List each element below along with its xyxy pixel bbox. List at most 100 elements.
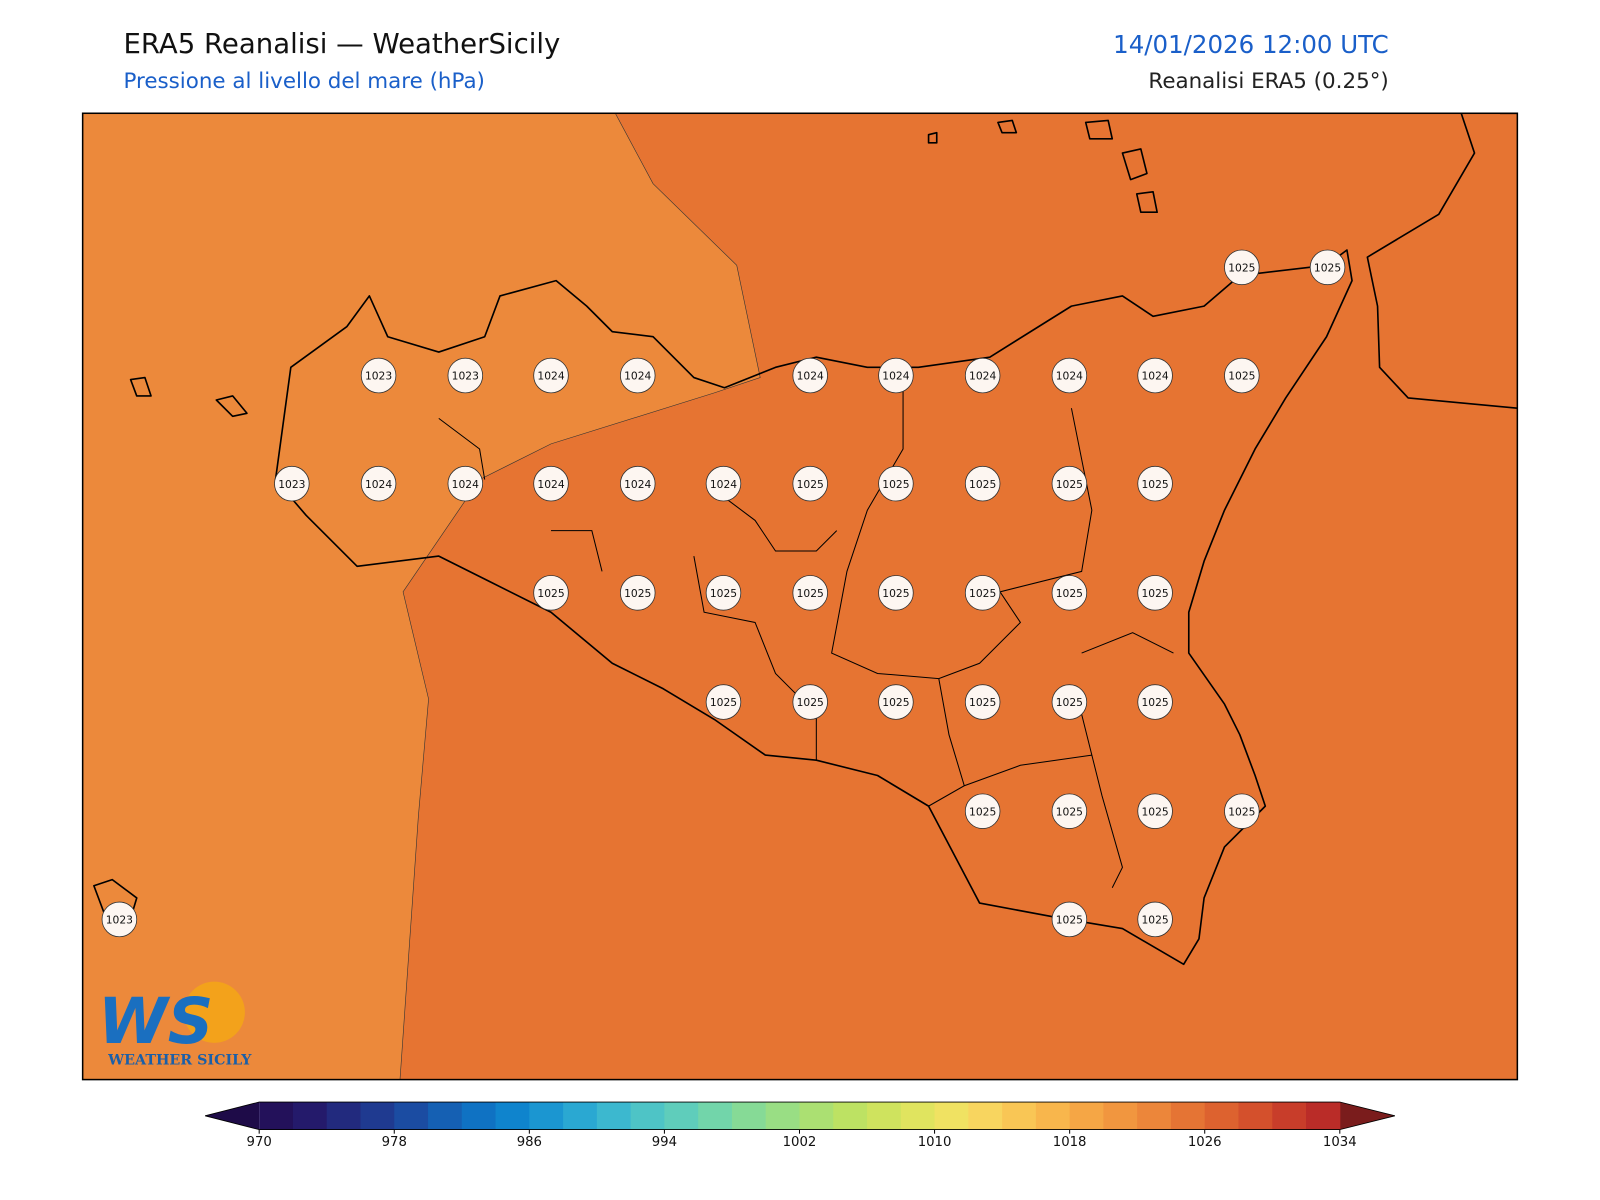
pressure-label: 1025: [705, 575, 742, 611]
label-marker: [1137, 575, 1173, 611]
label-marker: [447, 357, 484, 394]
label-value: 1024: [1056, 370, 1083, 383]
colorbar-bin: [867, 1102, 902, 1130]
label-value: 1025: [1141, 587, 1168, 600]
label-marker: [964, 357, 1001, 394]
label-value: 1024: [1141, 370, 1168, 383]
pressure-label: 1025: [1137, 684, 1173, 720]
label-value: 1025: [1228, 805, 1255, 818]
label-marker: [964, 684, 1001, 720]
colorbar-tick-label: 1010: [918, 1135, 952, 1150]
label-value: 1025: [710, 587, 737, 600]
pressure-label: 1024: [620, 357, 656, 394]
label-marker: [1224, 249, 1260, 286]
colorbar-tick-label: 970: [247, 1135, 272, 1150]
title: ERA5 Reanalisi — WeatherSicily: [123, 28, 560, 60]
label-value: 1024: [452, 478, 479, 491]
label-value: 1025: [1056, 478, 1083, 491]
pressure-label: 1025: [620, 575, 656, 611]
colorbar-over: [1339, 1102, 1395, 1130]
colorbar-bin: [934, 1102, 969, 1130]
label-value: 1025: [882, 478, 909, 491]
label-value: 1025: [1141, 913, 1168, 926]
pressure-label: 1025: [1051, 465, 1088, 502]
pressure-label: 1024: [533, 357, 569, 394]
pressure-label: 1025: [1051, 793, 1088, 829]
label-marker: [620, 465, 656, 502]
colorbar-bin: [394, 1102, 429, 1130]
colorbar-bin: [731, 1102, 767, 1130]
colorbar-bin: [1103, 1102, 1138, 1130]
pressure-label: 1023: [274, 465, 310, 502]
map: 1025 1025 1023 1023 1024 1024 1024 1024 1024 1024…: [82, 112, 1518, 1080]
label-marker: [792, 357, 828, 394]
pressure-label: 1025: [792, 684, 828, 720]
label-marker: [878, 684, 914, 720]
label-marker: [878, 357, 914, 394]
label-marker: [1051, 575, 1088, 611]
pressure-region: [82, 112, 761, 1080]
pressure-label: 1024: [620, 465, 656, 502]
island: [93, 119, 1158, 920]
label-value: 1024: [624, 478, 651, 491]
colorbar-tick-label: 1026: [1188, 1135, 1222, 1150]
label-marker: [1137, 684, 1173, 720]
colorbar-bin: [1238, 1102, 1273, 1130]
label-marker: [1137, 465, 1173, 502]
pressure-label: 1025: [1137, 901, 1173, 938]
label-marker: [964, 575, 1001, 611]
label-value: 1025: [1141, 696, 1168, 709]
label-value: 1025: [624, 587, 651, 600]
label-value: 1024: [365, 478, 392, 491]
label-value: 1023: [106, 913, 133, 926]
pressure-label: 1025: [1051, 684, 1088, 720]
colorbar-bin: [1272, 1102, 1307, 1130]
colorbar-bin: [765, 1102, 800, 1130]
label-value: 1025: [969, 478, 996, 491]
source: Reanalisi ERA5 (0.25°): [1148, 69, 1388, 94]
colorbar-tick-label: 978: [382, 1135, 407, 1150]
label-marker: [620, 357, 656, 394]
colorbar-bin: [259, 1102, 294, 1130]
pressure-label: 1025: [533, 575, 569, 611]
label-value: 1025: [1056, 805, 1083, 818]
pressure-label: 1025: [1224, 793, 1260, 829]
colorbar-bin: [1137, 1102, 1172, 1130]
label-marker: [101, 901, 138, 938]
province-border: [438, 367, 1174, 888]
label-value: 1025: [1141, 805, 1168, 818]
label-value: 1025: [1314, 261, 1341, 274]
label-marker: [447, 465, 484, 502]
label-value: 1024: [537, 370, 564, 383]
label-marker: [792, 684, 828, 720]
colorbar-bin: [428, 1102, 463, 1130]
subtitle: Pressione al livello del mare (hPa): [123, 69, 484, 94]
label-value: 1024: [797, 370, 824, 383]
colorbar-bin: [698, 1102, 733, 1130]
pressure-label: 1025: [964, 793, 1001, 829]
label-marker: [1051, 465, 1088, 502]
colorbar-bin: [461, 1102, 497, 1130]
label-marker: [792, 465, 828, 502]
label-marker: [878, 575, 914, 611]
pressure-label: 1025: [964, 684, 1001, 720]
logo-name: WEATHER SICILY: [107, 1052, 252, 1068]
label-marker: [360, 357, 397, 394]
colorbar-tick-label: 1018: [1053, 1135, 1087, 1150]
label-marker: [1224, 793, 1260, 829]
label-marker: [1137, 357, 1173, 394]
colorbar-bin: [529, 1102, 564, 1130]
map-frame: [81, 112, 1519, 1081]
pressure-label: 1023: [360, 357, 397, 394]
pressure-label: 1024: [705, 465, 742, 502]
colorbar-bin: [292, 1102, 328, 1130]
colorbar-under: [205, 1102, 260, 1130]
label-marker: [1137, 901, 1173, 938]
label-marker: [964, 465, 1001, 502]
colorbar-bin: [360, 1102, 395, 1130]
label-value: 1025: [1056, 913, 1083, 926]
label-value: 1023: [365, 370, 392, 383]
colorbar-bin: [968, 1102, 1003, 1130]
